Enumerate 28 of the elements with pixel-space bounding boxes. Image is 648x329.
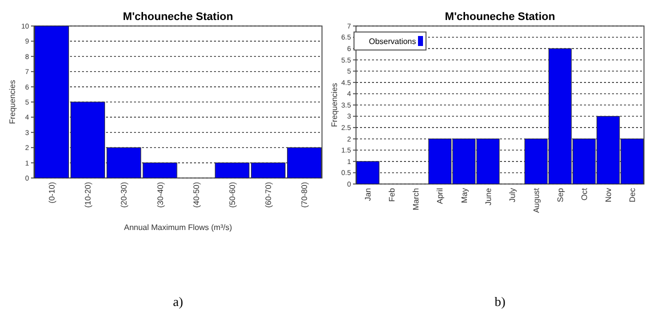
chart-title: M'chouneche Station bbox=[444, 11, 556, 23]
x-tick-label: Jan bbox=[364, 188, 373, 201]
x-tick-label: Nov bbox=[604, 188, 613, 202]
x-tick-label: August bbox=[532, 187, 541, 213]
x-tick-label: (70-80) bbox=[300, 182, 310, 208]
text: b) bbox=[494, 294, 506, 309]
x-tick-label: (0-10) bbox=[47, 182, 56, 204]
x-tick-label: (10-20) bbox=[84, 182, 93, 208]
y-axis-title: Frequencies bbox=[330, 82, 339, 128]
x-tick-label: April bbox=[436, 188, 445, 204]
chart-title: M'chouneche Station bbox=[122, 11, 234, 23]
x-tick-label: (50-60) bbox=[228, 182, 237, 208]
x-tick-label: July bbox=[508, 188, 517, 202]
x-tick-label: (30-40) bbox=[156, 182, 165, 208]
x-tick-label: March bbox=[412, 188, 421, 210]
x-tick-label: Sep bbox=[556, 187, 565, 202]
x-tick-label: (40-50) bbox=[192, 182, 201, 208]
y-axis-title: Frequencies bbox=[8, 80, 17, 124]
x-tick-label: (20-30) bbox=[120, 182, 129, 208]
x-tick-label: Oct bbox=[580, 187, 589, 200]
legend-label: Observations bbox=[368, 36, 416, 46]
x-tick-label: Feb bbox=[388, 187, 397, 202]
x-tick-label: May bbox=[460, 188, 469, 204]
x-tick-label: Dec bbox=[628, 188, 638, 202]
x-tick-label: (60-70) bbox=[264, 182, 274, 208]
x-axis-title: Annual Maximum Flows (m³/s) bbox=[124, 223, 232, 232]
x-tick-label: June bbox=[484, 187, 493, 206]
text: a) bbox=[172, 294, 184, 309]
